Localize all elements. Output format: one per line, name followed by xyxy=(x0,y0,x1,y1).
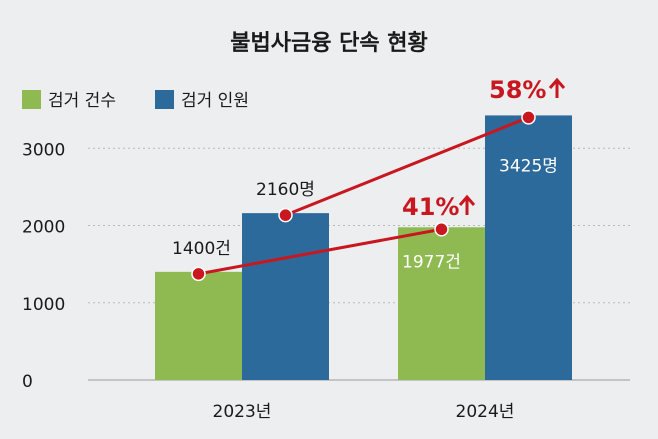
bars xyxy=(155,115,572,380)
bar xyxy=(398,227,485,380)
x-tick-label: 2024년 xyxy=(456,402,515,422)
legend-swatch-count xyxy=(22,90,41,109)
y-tick-label: 2000 xyxy=(22,218,65,238)
trend-marker xyxy=(434,222,449,237)
y-axis: 0 1000 2000 3000 xyxy=(22,140,65,392)
data-label: 2160명 xyxy=(256,180,315,200)
chart-title: 불법사금융 단속 현황 xyxy=(230,31,427,56)
data-label: 1977건 xyxy=(402,252,461,272)
data-label: 1400건 xyxy=(172,239,231,259)
trend-marker xyxy=(191,266,206,282)
trend-marker xyxy=(521,110,536,125)
data-labels: 1400건 1977건 2160명 3425명 41% 58% xyxy=(172,76,566,272)
y-tick-label: 0 xyxy=(22,372,33,392)
trend-line xyxy=(198,227,442,276)
x-axis: 2023년 2024년 xyxy=(213,402,515,422)
bar xyxy=(155,271,242,380)
bar xyxy=(242,213,329,380)
trend-line xyxy=(284,116,530,217)
x-tick-label: 2023년 xyxy=(213,402,272,422)
up-arrow-icon xyxy=(458,194,476,215)
legend-label-people: 검거 인원 xyxy=(181,91,249,111)
growth-label: 41% xyxy=(402,193,459,221)
legend: 검거 건수 검거 인원 xyxy=(22,90,249,111)
data-label: 3425명 xyxy=(499,156,558,176)
legend-swatch-people xyxy=(155,90,174,109)
up-arrow-icon xyxy=(548,77,566,98)
y-tick-label: 3000 xyxy=(22,140,65,160)
y-tick-label: 1000 xyxy=(22,295,65,315)
trend-lines xyxy=(191,110,536,282)
trend-marker xyxy=(278,207,293,223)
growth-label: 58% xyxy=(489,76,546,104)
legend-label-count: 검거 건수 xyxy=(48,91,116,111)
bar xyxy=(485,115,572,380)
